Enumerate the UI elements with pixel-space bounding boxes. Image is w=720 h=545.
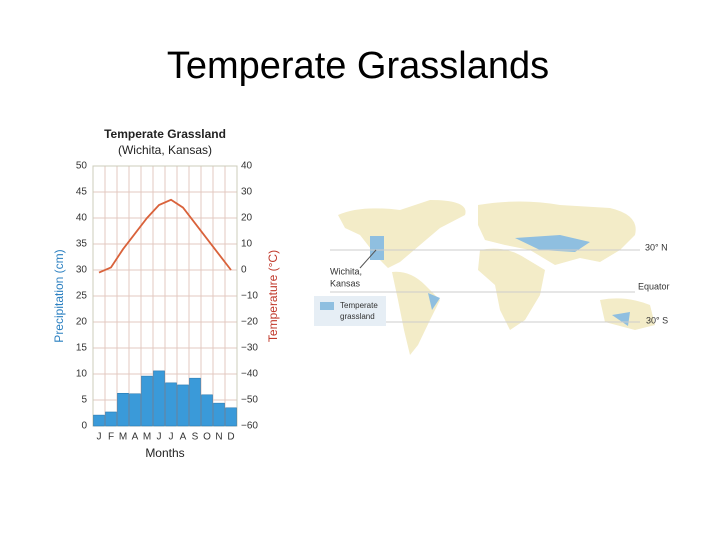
map-label: Equator	[638, 281, 670, 291]
y2-tick-label: −20	[241, 317, 258, 328]
bar	[165, 382, 177, 427]
y2-tick-label: −50	[241, 395, 258, 406]
y2-axis-label: Temperature (°C)	[266, 250, 280, 342]
y2-tick-label: −30	[241, 343, 258, 354]
x-tick-label: J	[157, 432, 162, 443]
y-tick-label: 30	[76, 265, 88, 276]
y-tick-label: 10	[76, 369, 88, 380]
south-america	[392, 271, 440, 355]
y-tick-label: 50	[76, 161, 88, 172]
y2-tick-label: −10	[241, 291, 258, 302]
bar	[213, 402, 225, 427]
bar	[93, 414, 105, 427]
bar	[177, 384, 189, 427]
x-tick-label: N	[215, 432, 222, 443]
y2-tick-label: 30	[241, 187, 253, 198]
grassland-patch	[428, 293, 440, 310]
y-tick-label: 15	[76, 343, 88, 354]
y2-tick-label: 0	[241, 265, 247, 276]
eurasia	[478, 201, 636, 265]
y-tick-label: 35	[76, 239, 88, 250]
map-label: 30° S	[646, 315, 668, 325]
bar	[117, 392, 129, 427]
legend-text: grassland	[340, 312, 375, 321]
chart-title: Temperate Grassland	[104, 127, 226, 141]
bar	[201, 394, 213, 427]
chart-subtitle: (Wichita, Kansas)	[118, 143, 212, 157]
map-legend	[314, 296, 386, 326]
north-america	[338, 200, 466, 268]
bar	[225, 407, 237, 427]
bar	[153, 370, 165, 427]
map-label: Wichita,	[330, 266, 362, 276]
pointer	[359, 249, 377, 269]
x-axis-label: Months	[145, 446, 184, 460]
africa	[478, 248, 545, 330]
bar	[141, 375, 153, 427]
y-tick-label: 25	[76, 291, 88, 302]
x-tick-label: J	[97, 432, 102, 443]
x-tick-label: S	[192, 432, 199, 443]
y2-tick-label: 20	[241, 213, 253, 224]
x-tick-label: J	[169, 432, 174, 443]
world-map: Wichita, Kansas 30° N Equator 30° S Temp…	[314, 200, 670, 355]
y-tick-label: 0	[81, 421, 87, 432]
x-tick-label: M	[119, 432, 127, 443]
map-label: Kansas	[330, 278, 361, 288]
line	[98, 198, 232, 274]
y-tick-label: 20	[76, 317, 88, 328]
legend-swatch	[320, 302, 334, 310]
x-tick-label: F	[108, 432, 114, 443]
x-tick-label: D	[227, 432, 234, 443]
slide-title: Temperate Grasslands	[167, 45, 549, 87]
x-tick-label: A	[180, 432, 187, 443]
x-tick-label: M	[143, 432, 151, 443]
y2-tick-label: −60	[241, 421, 258, 432]
map-label: 30° N	[645, 242, 668, 252]
x-tick-label: O	[203, 432, 211, 443]
y-tick-label: 5	[81, 395, 87, 406]
y-tick-label: 40	[76, 213, 88, 224]
legend-text: Temperate	[340, 301, 378, 310]
bar	[189, 377, 201, 427]
grassland-patch	[370, 236, 384, 260]
bar	[105, 411, 117, 427]
grassland-patch	[515, 235, 590, 252]
y2-tick-label: −40	[241, 369, 258, 380]
bar	[129, 393, 141, 427]
y-tick-label: 45	[76, 187, 88, 198]
y2-tick-label: 10	[241, 239, 253, 250]
y-axis-label: Precipitation (cm)	[52, 249, 66, 342]
x-tick-label: A	[132, 432, 139, 443]
plot-frame	[92, 165, 238, 427]
y2-tick-label: 40	[241, 161, 253, 172]
